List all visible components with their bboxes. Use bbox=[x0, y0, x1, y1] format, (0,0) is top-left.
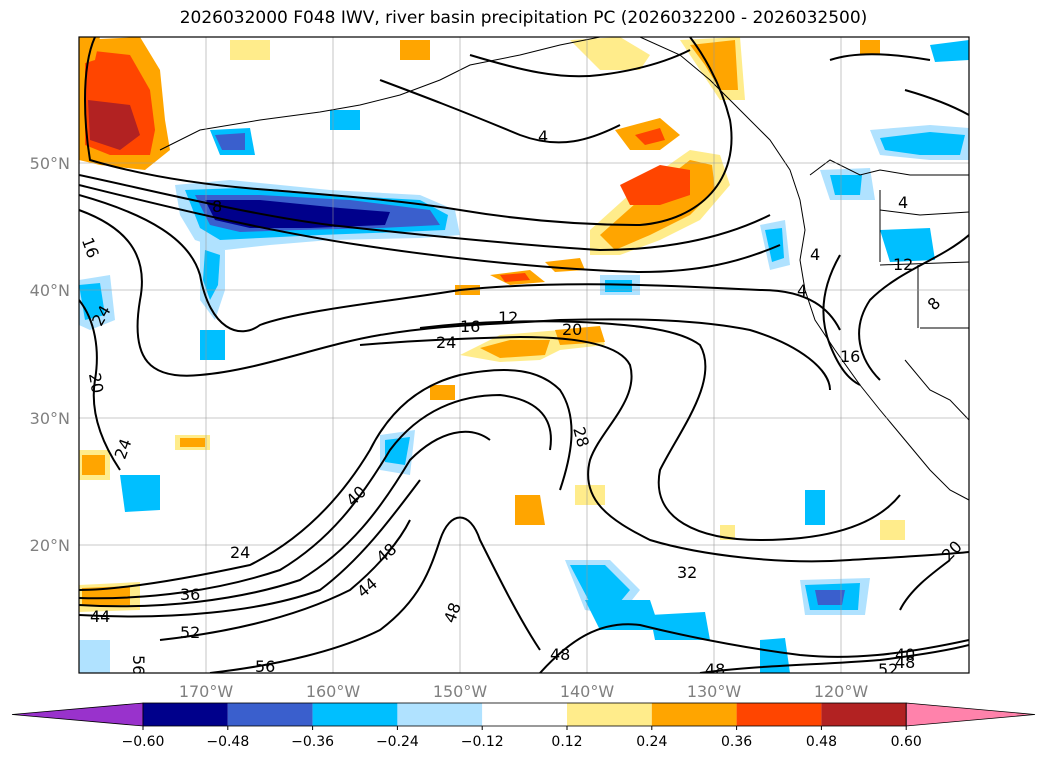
longitude-labels: 170°W 160°W 150°W 140°W 130°W 120°W bbox=[179, 682, 869, 701]
gridlines bbox=[79, 37, 969, 673]
lat-label-30n: 30°N bbox=[30, 409, 70, 428]
contour-label: 12 bbox=[498, 308, 518, 327]
lon-label-160w: 160°W bbox=[306, 682, 361, 701]
iwv-contours bbox=[79, 37, 969, 673]
contour-label: 48 bbox=[705, 660, 725, 679]
contour-label: 32 bbox=[677, 563, 697, 582]
lon-label-130w: 130°W bbox=[687, 682, 742, 701]
colorbar-tick-label: 0.24 bbox=[636, 734, 667, 750]
colorbar-segment bbox=[736, 703, 822, 726]
lon-label-140w: 140°W bbox=[560, 682, 615, 701]
lat-label-20n: 20°N bbox=[30, 536, 70, 555]
contour-label: 52 bbox=[180, 623, 200, 642]
colorbar-tick-label: −0.60 bbox=[122, 734, 165, 750]
colorbar-segment bbox=[821, 703, 907, 726]
contour-label: 16 bbox=[840, 347, 860, 366]
contour-label: 24 bbox=[436, 333, 456, 352]
colorbar-tick-label: 0.48 bbox=[806, 734, 837, 750]
contour-label: 4 bbox=[898, 193, 908, 212]
contour-label: 4 bbox=[810, 245, 820, 264]
colorbar-tick-label: 0.60 bbox=[891, 734, 922, 750]
contour-label: 56 bbox=[255, 657, 275, 676]
lat-label-40n: 40°N bbox=[30, 281, 70, 300]
contour-label: 28 bbox=[569, 425, 593, 450]
contour-label: 40 bbox=[895, 645, 915, 664]
map-title: 2026032000 F048 IWV, river basin precipi… bbox=[179, 8, 868, 28]
colorbar-segment bbox=[312, 703, 398, 726]
colorbar-tick-label: −0.48 bbox=[206, 734, 249, 750]
contour-label: 4 bbox=[797, 281, 807, 300]
contour-label: 12 bbox=[893, 255, 913, 274]
contour-label: 48 bbox=[550, 645, 570, 664]
map-frame bbox=[78, 36, 970, 674]
colorbar-segment bbox=[227, 703, 313, 726]
colorbar-outline bbox=[142, 702, 907, 727]
colorbar-segment bbox=[651, 703, 737, 726]
colorbar-tick-label: 0.36 bbox=[721, 734, 752, 750]
colorbar-tick-label: −0.36 bbox=[291, 734, 334, 750]
lat-label-50n: 50°N bbox=[30, 154, 70, 173]
map-layers: 8 16 24 20 24 16 12 20 24 4 28 32 40 24 … bbox=[78, 37, 969, 679]
contour-label: 48 bbox=[895, 653, 915, 672]
contour-label: 44 bbox=[90, 607, 110, 626]
contour-label: 16 bbox=[78, 235, 103, 261]
colorbar-extend-low bbox=[11, 702, 144, 727]
contour-label: 20 bbox=[562, 320, 582, 339]
coastline bbox=[159, 37, 969, 501]
colorbar: −0.60 −0.48 −0.36 −0.24 −0.12 0.12 0.24 0.36 0.4… bbox=[11, 702, 1036, 750]
contour-label: 4 bbox=[538, 127, 548, 146]
colorbar-tick-label: −0.12 bbox=[461, 734, 504, 750]
lon-label-120w: 120°W bbox=[814, 682, 869, 701]
contour-label: 8 bbox=[212, 197, 222, 216]
contour-label: 16 bbox=[460, 317, 480, 336]
contour-label: 52 bbox=[878, 660, 898, 679]
colorbar-extend-high bbox=[905, 702, 1036, 727]
contour-label: 20 bbox=[85, 371, 107, 394]
contour-label: 36 bbox=[180, 585, 200, 604]
latitude-labels: 50°N 40°N 30°N 20°N bbox=[30, 154, 70, 555]
colorbar-tick-label: −0.24 bbox=[376, 734, 419, 750]
lon-label-170w: 170°W bbox=[179, 682, 234, 701]
colorbar-segment bbox=[397, 703, 483, 726]
colorbar-segment bbox=[482, 703, 567, 726]
contour-label: 24 bbox=[230, 543, 250, 562]
contour-label: 56 bbox=[129, 655, 148, 675]
colorbar-segment bbox=[567, 703, 652, 726]
lon-label-150w: 150°W bbox=[433, 682, 488, 701]
colorbar-tick-label: 0.12 bbox=[551, 734, 582, 750]
colorbar-segment bbox=[143, 703, 228, 726]
